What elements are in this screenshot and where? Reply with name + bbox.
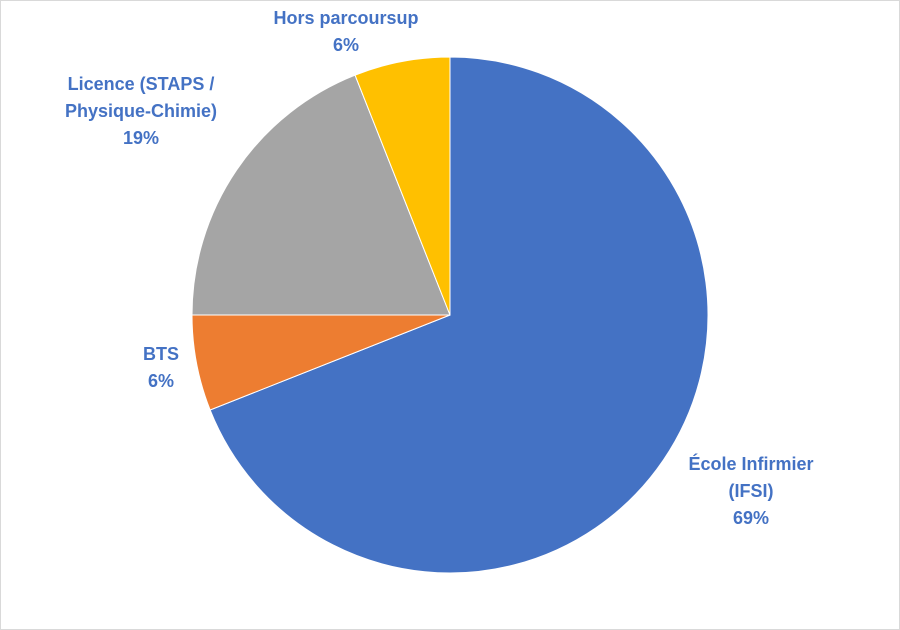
category-label: École Infirmier (IFSI) <box>688 454 814 501</box>
category-label: BTS <box>143 344 179 364</box>
category-label: Hors parcoursup <box>273 8 419 28</box>
value-label: 69% <box>732 508 770 528</box>
pie-slice <box>354 56 451 316</box>
value-label: 19% <box>122 128 160 148</box>
value-label: 6% <box>332 35 359 55</box>
value-label: 6% <box>147 371 174 391</box>
slice-label: École Infirmier (IFSI) 69% <box>666 451 836 532</box>
slice-label: Licence (STAPS / Physique-Chimie) 19% <box>46 71 236 152</box>
slice-label: Hors parcoursup 6% <box>246 5 446 59</box>
category-label: Licence (STAPS / Physique-Chimie) <box>64 74 218 121</box>
pie-slice <box>209 56 709 574</box>
slice-label: BTS 6% <box>91 341 231 395</box>
pie-slice <box>191 74 451 316</box>
